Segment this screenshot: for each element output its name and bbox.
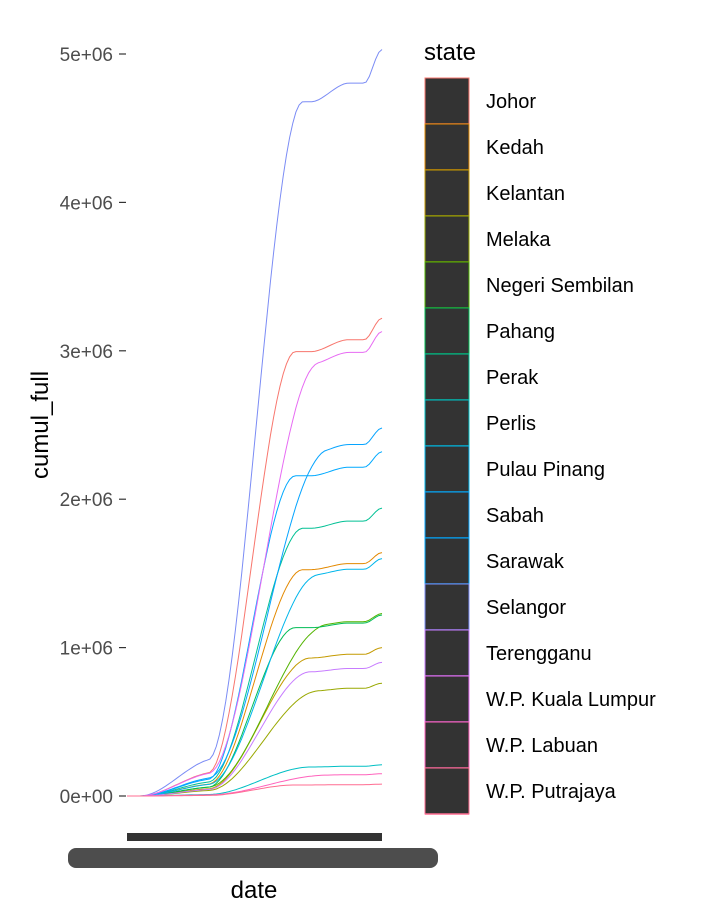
- legend-label: W.P. Kuala Lumpur: [486, 689, 656, 711]
- legend-label: Kedah: [486, 137, 544, 159]
- legend-label: Terengganu: [486, 643, 592, 665]
- series-line-sarawak: [127, 451, 383, 797]
- series-line-w-p-kuala-lumpur: [127, 331, 383, 797]
- legend-label: Perak: [486, 367, 539, 389]
- series-line-pahang: [127, 614, 383, 797]
- legend-label: Melaka: [486, 229, 551, 251]
- x-axis-title: date: [231, 877, 278, 904]
- legend-key: [424, 261, 470, 309]
- legend-key: [424, 123, 470, 171]
- legend-key: [424, 767, 470, 815]
- legend-label: Negeri Sembilan: [486, 275, 634, 297]
- series-line-w-p-putrajaya: [127, 783, 383, 797]
- legend-title: state: [424, 39, 476, 66]
- series-line-kedah: [127, 552, 383, 797]
- series-line-pulau-pinang: [127, 558, 383, 797]
- series-line-terengganu: [127, 661, 383, 797]
- legend: state Johor Kedah Kelantan Melaka Negeri Sem…: [424, 39, 656, 815]
- legend-label: Pulau Pinang: [486, 459, 605, 481]
- legend-label: Pahang: [486, 321, 555, 343]
- legend-key: [424, 721, 470, 769]
- series-line-selangor: [127, 49, 383, 797]
- legend-key: [424, 629, 470, 677]
- legend-key: [424, 583, 470, 631]
- legend-key: [424, 307, 470, 355]
- legend-label: Kelantan: [486, 183, 565, 205]
- legend-key: [424, 491, 470, 539]
- legend-label: Sarawak: [486, 551, 565, 573]
- legend-label: W.P. Putrajaya: [486, 781, 617, 803]
- legend-key: [424, 353, 470, 401]
- legend-key: [424, 215, 470, 263]
- y-tick-label: 1e+06: [60, 639, 113, 660]
- legend-key: [424, 445, 470, 493]
- legend-label: W.P. Labuan: [486, 735, 598, 757]
- series-line-perak: [127, 507, 383, 797]
- series-line-johor: [127, 317, 383, 797]
- y-tick-label: 0e+00: [60, 787, 113, 808]
- legend-key: [424, 77, 470, 125]
- legend-label: Perlis: [486, 413, 536, 435]
- plot-lines: [127, 49, 383, 797]
- legend-label: Selangor: [486, 597, 566, 619]
- legend-label: Sabah: [486, 505, 544, 527]
- y-axis-title: cumul_full: [27, 371, 54, 479]
- legend-key: [424, 169, 470, 217]
- legend-key: [424, 537, 470, 585]
- y-axis: 0e+00 1e+06 2e+06 3e+06 4e+06 5e+06: [60, 45, 126, 808]
- y-tick-label: 5e+06: [60, 45, 113, 66]
- series-line-kelantan: [127, 647, 383, 797]
- legend-key: [424, 399, 470, 447]
- legend-key: [424, 675, 470, 723]
- legend-label: Johor: [486, 91, 536, 113]
- y-tick-label: 4e+06: [60, 193, 113, 214]
- y-tick-label: 3e+06: [60, 342, 113, 363]
- x-axis-overlapping-tick-labels: [68, 848, 438, 868]
- y-tick-label: 2e+06: [60, 490, 113, 511]
- x-axis-tick-bar: [127, 833, 382, 841]
